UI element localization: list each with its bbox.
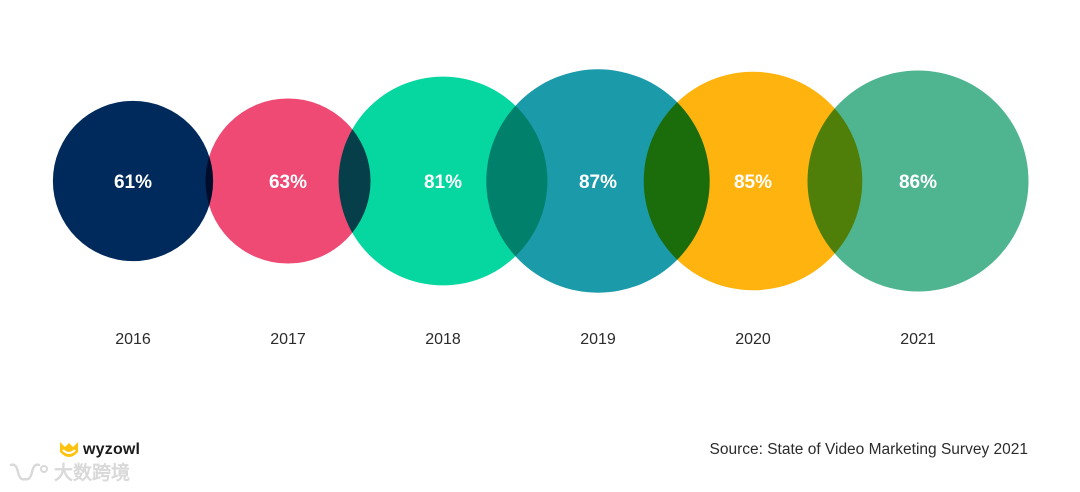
bubble-2017 <box>205 98 371 264</box>
bubble-chart: 61% 63% 81% 87% 85% 86% 2016 2017 2018 2019 2020 2… <box>52 69 1029 348</box>
value-label-2017: 63% <box>269 172 307 193</box>
year-labels-group: 2016 2017 2018 2019 2020 2021 <box>115 331 936 348</box>
value-label-2019: 87% <box>579 172 617 193</box>
bubble-2016 <box>52 100 214 262</box>
value-label-2016: 61% <box>114 172 152 193</box>
year-label-2021: 2021 <box>900 331 936 348</box>
value-labels-group: 61% 63% 81% 87% 85% 86% <box>114 172 937 193</box>
bubble-2019 <box>486 69 710 293</box>
watermark: 大数跨境 <box>8 458 130 485</box>
year-label-2018: 2018 <box>425 331 461 348</box>
bubble-2021 <box>807 70 1029 292</box>
value-label-2020: 85% <box>734 172 772 193</box>
wechat-channel-icon <box>9 462 48 481</box>
wyzowl-owl-icon <box>60 442 78 457</box>
source-note: Source: State of Video Marketing Survey … <box>709 441 1028 458</box>
year-label-2017: 2017 <box>270 331 306 348</box>
value-label-2018: 81% <box>424 172 462 193</box>
bubble-2020 <box>643 71 863 291</box>
year-label-2019: 2019 <box>580 331 616 348</box>
brand-logo: wyzowl <box>58 440 140 460</box>
bubbles-group <box>52 69 1029 293</box>
value-label-2021: 86% <box>899 172 937 193</box>
brand-name: wyzowl <box>83 441 141 458</box>
year-label-2020: 2020 <box>735 331 771 348</box>
bubble-2018 <box>338 76 548 286</box>
watermark-text: 大数跨境 <box>54 463 131 484</box>
year-label-2016: 2016 <box>115 331 151 348</box>
